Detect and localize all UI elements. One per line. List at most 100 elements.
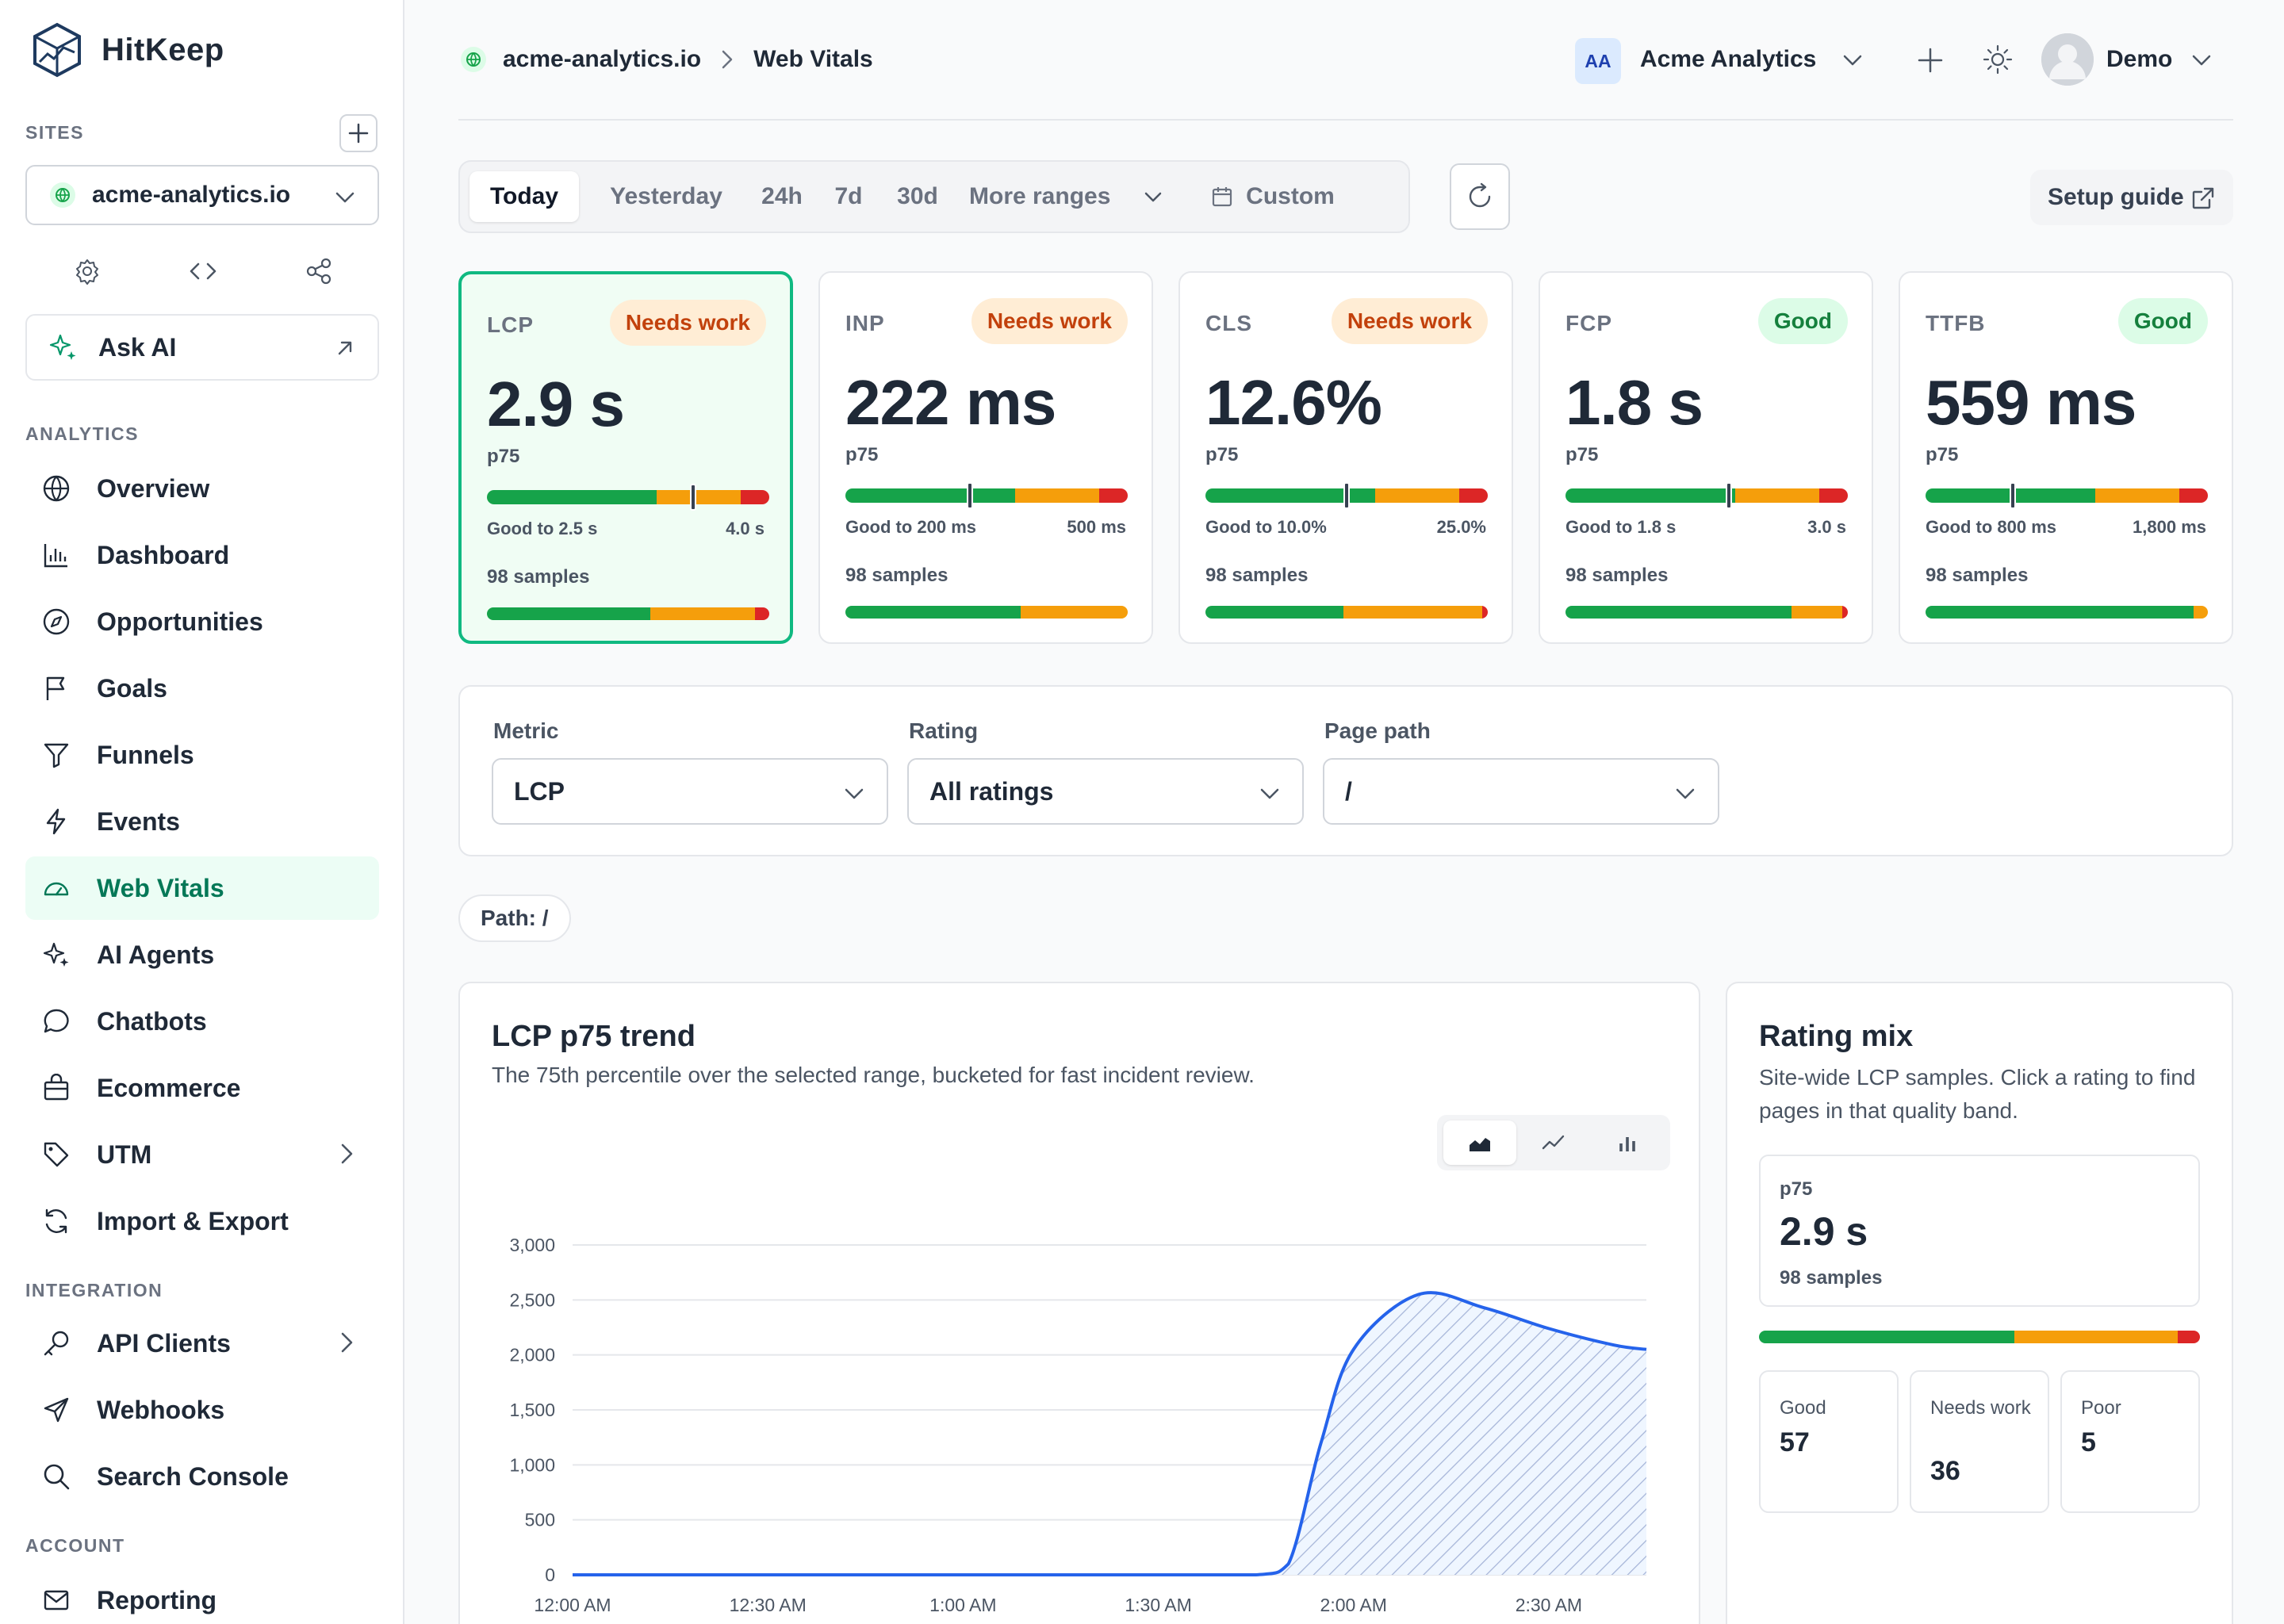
bag-icon bbox=[41, 1073, 71, 1103]
scale-needs-segment bbox=[656, 490, 742, 504]
vital-samples: 98 samples bbox=[1565, 565, 1669, 586]
chart-type-bar-button[interactable] bbox=[1591, 1120, 1664, 1165]
scale-needs-segment bbox=[1374, 488, 1460, 503]
sidebar-item-search-console[interactable]: Search Console bbox=[25, 1445, 379, 1508]
vital-card-ttfb[interactable]: TTFB Good 559 ms p75 Good to 800 ms 1,80… bbox=[1899, 271, 2233, 644]
scale-poor-segment bbox=[1099, 488, 1128, 503]
range-24h[interactable]: 24h bbox=[761, 183, 803, 209]
vital-poor-threshold: 25.0% bbox=[1436, 517, 1486, 537]
rating-mix-title: Rating mix bbox=[1759, 1020, 1914, 1053]
sidebar-item-ecommerce[interactable]: Ecommerce bbox=[25, 1056, 379, 1120]
vital-rating-mix-bar bbox=[1205, 606, 1488, 619]
setup-guide-button[interactable]: Setup guide bbox=[2030, 170, 2233, 225]
range-custom[interactable]: Custom bbox=[1182, 171, 1364, 222]
scale-good-segment bbox=[487, 490, 657, 504]
add-button[interactable] bbox=[1914, 44, 1946, 76]
mix-needs-segment bbox=[1343, 606, 1482, 619]
org-avatar[interactable]: AA bbox=[1575, 38, 1621, 84]
range-30d[interactable]: 30d bbox=[897, 183, 938, 209]
sidebar-item-label: Funnels bbox=[97, 740, 194, 769]
theme-toggle-button[interactable] bbox=[1981, 43, 2014, 76]
vital-card-lcp[interactable]: LCP Needs work 2.9 s p75 Good to 2.5 s 4… bbox=[458, 271, 793, 644]
sidebar-item-import-export[interactable]: Import & Export bbox=[25, 1189, 379, 1253]
sidebar-item-ai-agents[interactable]: AI Agents bbox=[25, 923, 379, 986]
vital-percentile: p75 bbox=[845, 444, 879, 465]
sidebar-item-api-clients[interactable]: API Clients bbox=[25, 1312, 379, 1375]
mix-needs-segment bbox=[650, 607, 756, 620]
vital-value: 222 ms bbox=[845, 367, 1056, 438]
header-divider bbox=[458, 119, 2233, 121]
range-more[interactable]: More ranges bbox=[956, 171, 1178, 222]
vital-good-threshold: Good to 800 ms bbox=[1926, 517, 2057, 537]
user-menu-chevron[interactable] bbox=[2187, 46, 2216, 75]
filters-panel: Metric LCP Rating All ratings Page path … bbox=[458, 685, 2233, 856]
refresh-button[interactable] bbox=[1450, 163, 1510, 230]
globe-icon bbox=[41, 473, 71, 504]
vital-rating-mix-bar bbox=[1926, 606, 2208, 619]
vital-value-marker bbox=[1343, 482, 1350, 509]
sidebar-item-label: Web Vitals bbox=[97, 873, 224, 902]
vital-card-fcp[interactable]: FCP Good 1.8 s p75 Good to 1.8 s 3.0 s 9… bbox=[1539, 271, 1873, 644]
site-selector[interactable]: acme-analytics.io bbox=[25, 165, 379, 225]
vital-threshold-scale bbox=[1926, 488, 2208, 503]
chart-type-line-button[interactable] bbox=[1517, 1120, 1590, 1165]
rating-select[interactable]: All ratings bbox=[907, 758, 1304, 825]
sparkles-icon bbox=[49, 334, 76, 360]
rating-good-value: 57 bbox=[1780, 1427, 1810, 1457]
range-today[interactable]: Today bbox=[469, 171, 579, 222]
p75-value: 2.9 s bbox=[1780, 1209, 1868, 1254]
user-name[interactable]: Demo bbox=[2106, 46, 2173, 72]
vital-value-marker bbox=[1726, 482, 1733, 509]
sidebar-item-chatbots[interactable]: Chatbots bbox=[25, 990, 379, 1053]
sidebar-item-utm[interactable]: UTM bbox=[25, 1123, 379, 1186]
site-settings-button[interactable] bbox=[71, 255, 103, 287]
trend-title: LCP p75 trend bbox=[492, 1020, 696, 1053]
vital-card-cls[interactable]: CLS Needs work 12.6% p75 Good to 10.0% 2… bbox=[1178, 271, 1513, 644]
rating-poor-box[interactable]: Poor 5 bbox=[2060, 1370, 2200, 1513]
rating-good-box[interactable]: Good 57 bbox=[1759, 1370, 1899, 1513]
sidebar-item-overview[interactable]: Overview bbox=[25, 457, 379, 520]
user-avatar[interactable] bbox=[2041, 33, 2094, 86]
vital-value-marker bbox=[2010, 482, 2017, 509]
sidebar-item-reporting[interactable]: Reporting bbox=[25, 1568, 379, 1624]
vital-value: 1.8 s bbox=[1565, 367, 1703, 438]
logo[interactable]: HitKeep bbox=[32, 22, 224, 78]
plus-icon bbox=[348, 123, 369, 144]
sidebar-item-goals[interactable]: Goals bbox=[25, 657, 379, 720]
vital-threshold-scale bbox=[845, 488, 1128, 503]
org-name[interactable]: Acme Analytics bbox=[1640, 46, 1817, 72]
sidebar-item-events[interactable]: Events bbox=[25, 790, 379, 853]
metric-select[interactable]: LCP bbox=[492, 758, 888, 825]
chevron-down-icon bbox=[1843, 55, 1862, 66]
chat-icon bbox=[41, 1006, 71, 1036]
sidebar-item-webhooks[interactable]: Webhooks bbox=[25, 1378, 379, 1442]
org-switcher-chevron[interactable] bbox=[1838, 46, 1867, 75]
ask-ai-button[interactable]: Ask AI bbox=[25, 314, 379, 381]
sidebar-item-opportunities[interactable]: Opportunities bbox=[25, 590, 379, 653]
range-7d[interactable]: 7d bbox=[834, 183, 863, 209]
rating-needs-work-box[interactable]: Needs work 36 bbox=[1910, 1370, 2049, 1513]
breadcrumb-site[interactable]: acme-analytics.io bbox=[503, 46, 702, 72]
vital-rating-mix-bar bbox=[845, 606, 1128, 619]
sidebar-item-web-vitals[interactable]: Web Vitals bbox=[25, 856, 379, 920]
mix-poor-segment bbox=[755, 607, 769, 620]
vital-card-inp[interactable]: INP Needs work 222 ms p75 Good to 200 ms… bbox=[818, 271, 1153, 644]
flag-icon bbox=[41, 673, 71, 703]
add-site-button[interactable] bbox=[339, 114, 377, 152]
mix-good-segment bbox=[1205, 606, 1344, 619]
plus-icon bbox=[1918, 48, 1943, 73]
rating-mix-card: Rating mix Site-wide LCP samples. Click … bbox=[1726, 982, 2233, 1624]
path-select[interactable]: / bbox=[1323, 758, 1719, 825]
scale-needs-segment bbox=[1734, 488, 1820, 503]
mix-poor-segment bbox=[1841, 606, 1848, 619]
mix-good-segment bbox=[487, 607, 651, 620]
site-embed-button[interactable] bbox=[187, 255, 219, 287]
range-yesterday[interactable]: Yesterday bbox=[610, 183, 722, 209]
sites-section-label: SITES bbox=[25, 122, 84, 143]
site-share-button[interactable] bbox=[303, 255, 335, 287]
chart-type-area-button[interactable] bbox=[1443, 1120, 1516, 1165]
path-filter-chip[interactable]: Path: / bbox=[458, 894, 571, 942]
sidebar-item-funnels[interactable]: Funnels bbox=[25, 723, 379, 787]
sidebar-item-dashboard[interactable]: Dashboard bbox=[25, 523, 379, 587]
sidebar-item-label: Reporting bbox=[97, 1585, 217, 1614]
